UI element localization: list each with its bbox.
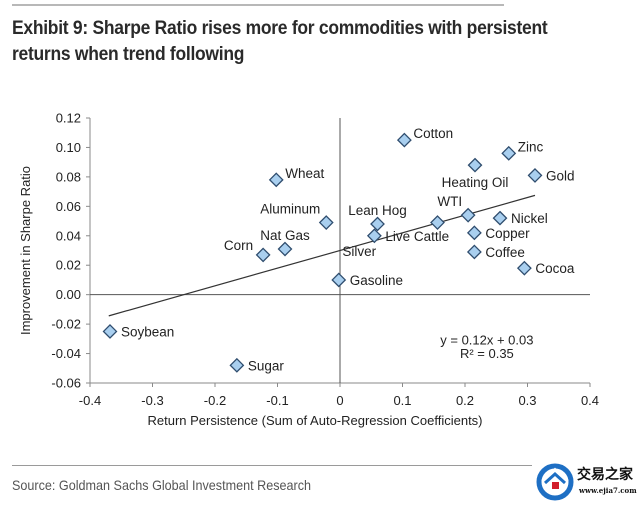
data-point-label: Silver	[342, 244, 376, 259]
data-point-marker	[268, 172, 284, 188]
data-point-marker	[255, 247, 271, 263]
x-axis-label: Return Persistence (Sum of Auto-Regressi…	[147, 413, 482, 428]
data-point-marker	[467, 157, 483, 173]
data-point-marker	[466, 244, 482, 260]
y-tick-label: 0.10	[56, 140, 81, 155]
data-point-marker	[331, 272, 347, 288]
x-tick-label: -0.3	[141, 393, 163, 408]
data-point-marker	[277, 241, 293, 257]
x-tick-label: 0	[336, 393, 343, 408]
data-point-marker	[229, 357, 245, 373]
data-point-label: Lean Hog	[348, 203, 407, 218]
data-point-label: Nickel	[511, 211, 548, 226]
house-icon	[536, 463, 574, 501]
data-point-marker	[492, 210, 508, 226]
bottom-rule	[12, 465, 532, 466]
y-tick-label: -0.06	[51, 376, 81, 391]
data-point-marker	[430, 215, 445, 230]
data-point-label: Zinc	[518, 139, 544, 154]
watermark-logo: 交易之家 www.ejia7.com	[535, 462, 640, 502]
y-tick-label: 0.08	[56, 169, 81, 184]
data-point-marker	[318, 215, 334, 230]
y-tick-label: 0.06	[56, 199, 81, 214]
y-tick-label: -0.04	[51, 346, 81, 361]
x-tick-label: -0.2	[204, 393, 226, 408]
data-point-marker	[527, 167, 543, 183]
chart-title: Exhibit 9: Sharpe Ratio rises more for c…	[12, 18, 548, 65]
top-rule	[12, 4, 504, 6]
regression-equation: y = 0.12x + 0.03	[440, 333, 533, 348]
data-point-label: Nat Gas	[260, 228, 310, 243]
data-point-marker	[102, 324, 118, 339]
data-point-label: Copper	[485, 226, 530, 241]
x-tick-label: 0.2	[456, 393, 474, 408]
x-tick-label: 0.4	[581, 393, 599, 408]
data-point-label: Cocoa	[535, 261, 575, 276]
data-point-marker	[516, 260, 532, 276]
data-point-marker	[460, 207, 476, 223]
y-axis-label: Improvement in Sharpe Ratio	[18, 166, 33, 335]
y-tick-label: 0.04	[56, 228, 81, 243]
y-tick-label: 0.00	[56, 287, 81, 302]
data-point-marker	[366, 228, 382, 244]
watermark-name: 交易之家	[577, 467, 633, 483]
data-point-label: Gasoline	[350, 273, 403, 288]
data-point-label: Live Cattle	[385, 229, 449, 244]
r-squared-label: R² = 0.35	[460, 346, 514, 361]
x-tick-label: -0.1	[266, 393, 288, 408]
y-tick-label: 0.02	[56, 258, 81, 273]
data-point-label: Gold	[546, 168, 575, 183]
y-tick-label: -0.02	[51, 317, 81, 332]
data-point-marker	[501, 145, 517, 161]
data-point-label: Aluminum	[260, 202, 320, 217]
source-note: Source: Goldman Sachs Global Investment …	[12, 477, 312, 493]
data-point-label: Soybean	[121, 324, 174, 339]
data-point-label: Corn	[224, 238, 253, 253]
data-point-marker	[466, 225, 482, 241]
x-tick-label: -0.4	[79, 393, 101, 408]
data-point-marker	[396, 132, 412, 148]
watermark-url: www.ejia7.com	[579, 486, 637, 495]
data-point-label: Wheat	[285, 166, 324, 181]
data-point-label: Cotton	[413, 126, 453, 141]
x-tick-label: 0.3	[518, 393, 536, 408]
y-tick-label: 0.12	[56, 111, 81, 126]
data-point-label: Sugar	[248, 358, 285, 373]
data-point-label: Coffee	[485, 245, 525, 260]
data-point-label: WTI	[437, 194, 462, 209]
x-tick-label: 0.1	[393, 393, 411, 408]
data-point-marker	[370, 216, 385, 232]
data-point-label: Heating Oil	[442, 175, 509, 190]
